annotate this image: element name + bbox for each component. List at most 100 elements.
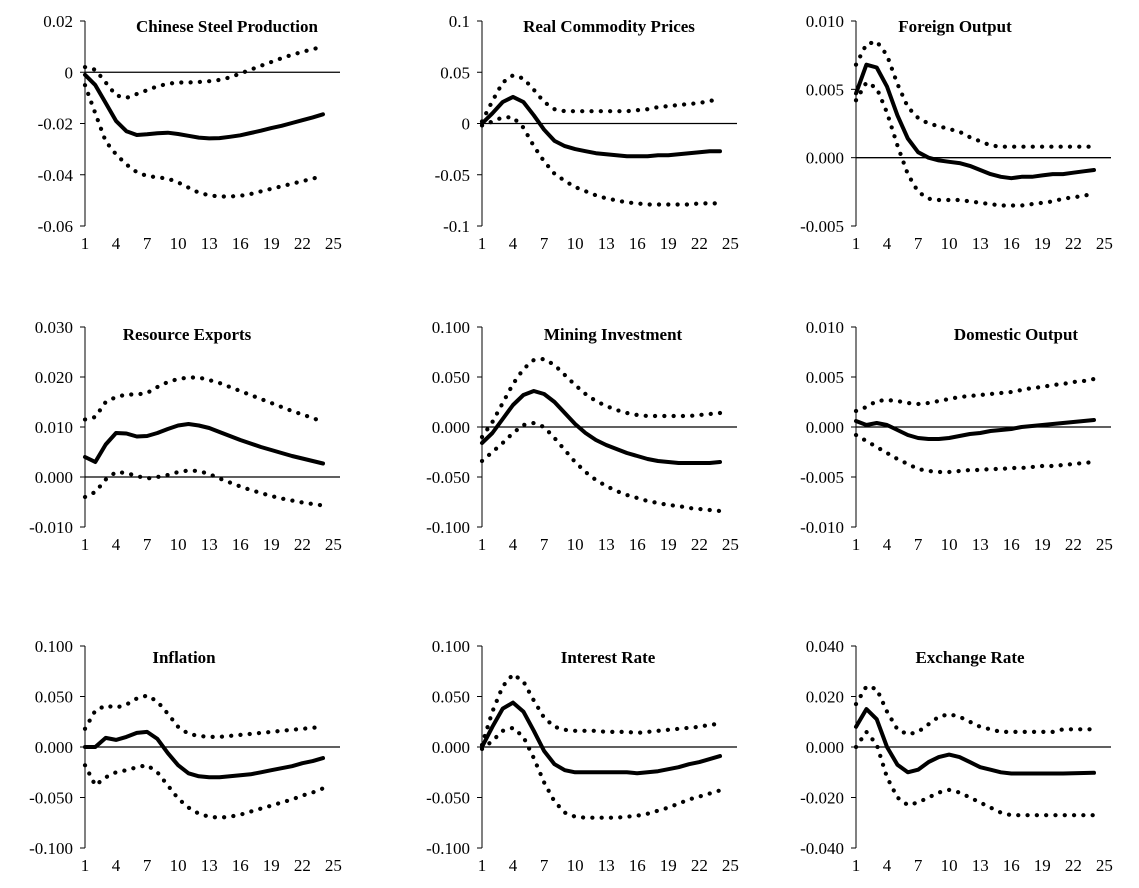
- series-lower-line: [82, 762, 326, 820]
- series-upper-line: [479, 671, 723, 748]
- x-tick-label: 4: [883, 535, 892, 554]
- series-estimate-line: [480, 389, 722, 465]
- y-tick-label: 0.02: [43, 12, 73, 31]
- panel-6: 0.010 0.005 0.000 -0.005 -0.010 1 4 7 10 13 16 19 22…: [800, 318, 1113, 554]
- panel-title: Resource Exports: [123, 325, 252, 344]
- y-tick-label: 0.010: [35, 418, 73, 437]
- x-tick-label: 4: [509, 535, 518, 554]
- y-tick-label: 0.1: [449, 12, 470, 31]
- x-tick-label: 7: [143, 535, 152, 554]
- series-lower-line: [479, 420, 723, 514]
- x-tick-label: 7: [914, 234, 923, 253]
- y-tick-label: 0.000: [806, 738, 844, 757]
- x-tick-label: 7: [540, 234, 549, 253]
- x-tick-label: 1: [852, 535, 861, 554]
- x-tick-label: 25: [325, 535, 342, 554]
- y-tick-label: -0.02: [38, 115, 73, 134]
- series-upper-line: [82, 693, 326, 740]
- x-tick-label: 13: [972, 856, 989, 875]
- y-tick-label: -0.010: [29, 518, 73, 537]
- y-tick-label: 0.050: [432, 688, 470, 707]
- series-estimate-line: [83, 422, 325, 466]
- y-tick-label: 0.010: [806, 12, 844, 31]
- panel-3: 0.010 0.005 0.000 -0.005 1 4 7 10 13 16 19 22 25 Fore…: [800, 12, 1113, 253]
- y-tick-label: 0.005: [806, 368, 844, 387]
- y-tick-label: 0.000: [806, 149, 844, 168]
- series-estimate-line: [480, 700, 722, 776]
- x-tick-label: 25: [1096, 535, 1113, 554]
- series-lower-line: [853, 79, 1097, 208]
- y-tick-label: 0.050: [35, 688, 73, 707]
- x-tick-label: 22: [294, 234, 311, 253]
- x-tick-label: 19: [263, 535, 280, 554]
- panel-title: Exchange Rate: [915, 648, 1025, 667]
- x-tick-label: 1: [478, 856, 487, 875]
- x-tick-label: 1: [478, 535, 487, 554]
- x-tick-label: 4: [509, 856, 518, 875]
- x-tick-label: 16: [629, 856, 646, 875]
- panel-4: 0.030 0.020 0.010 0.000 -0.010 1 4 7 10 13 16 19 22 2…: [29, 318, 342, 554]
- x-tick-label: 25: [1096, 856, 1113, 875]
- x-tick-label: 19: [263, 856, 280, 875]
- y-tick-label: -0.1: [443, 217, 470, 236]
- y-tick-label: 0.000: [432, 738, 470, 757]
- x-tick-label: 13: [598, 535, 615, 554]
- y-tick-label: 0.000: [35, 468, 73, 487]
- x-tick-label: 16: [629, 535, 646, 554]
- y-tick-label: 0.100: [432, 637, 470, 656]
- x-tick-label: 7: [143, 856, 152, 875]
- x-tick-label: 22: [1065, 856, 1082, 875]
- panel-9: 0.040 0.020 0.000 -0.020 -0.040 1 4 7 10 13 16 19 22…: [800, 637, 1113, 875]
- x-tick-label: 25: [325, 856, 342, 875]
- y-tick-label: 0.100: [35, 637, 73, 656]
- y-tick-label: 0.040: [806, 637, 844, 656]
- series-estimate-line: [854, 418, 1096, 441]
- series-upper-line: [853, 683, 1097, 737]
- x-tick-label: 22: [1065, 535, 1082, 554]
- y-tick-label: 0: [462, 115, 471, 134]
- x-tick-label: 16: [232, 234, 249, 253]
- x-tick-label: 7: [914, 856, 923, 875]
- x-tick-label: 13: [972, 535, 989, 554]
- series-upper-line: [853, 376, 1097, 414]
- x-tick-label: 22: [691, 856, 708, 875]
- x-tick-label: 22: [1065, 234, 1082, 253]
- y-tick-label: -0.050: [29, 789, 73, 808]
- x-tick-label: 25: [325, 234, 342, 253]
- panel-7: 0.100 0.050 0.000 -0.050 -0.100 1 4 7 10 13 16 19 22…: [29, 637, 342, 875]
- x-tick-label: 19: [660, 535, 677, 554]
- x-tick-label: 16: [1003, 535, 1020, 554]
- x-tick-label: 10: [941, 856, 958, 875]
- series-estimate-line: [854, 62, 1096, 181]
- x-tick-label: 13: [201, 856, 218, 875]
- x-tick-label: 19: [660, 234, 677, 253]
- panel-title: Interest Rate: [561, 648, 656, 667]
- y-tick-label: 0.000: [432, 418, 470, 437]
- x-tick-label: 7: [540, 856, 549, 875]
- series-lower-line: [853, 432, 1097, 475]
- y-tick-label: 0.100: [432, 318, 470, 337]
- y-tick-label: 0.050: [432, 368, 470, 387]
- series-lower-line: [853, 728, 1097, 818]
- x-tick-label: 10: [941, 234, 958, 253]
- x-tick-label: 1: [852, 856, 861, 875]
- x-tick-label: 16: [1003, 234, 1020, 253]
- series-lower-line: [479, 725, 723, 820]
- x-tick-label: 19: [1034, 234, 1051, 253]
- y-tick-label: 0.030: [35, 318, 73, 337]
- panel-title: Domestic Output: [954, 325, 1079, 344]
- x-tick-label: 10: [567, 856, 584, 875]
- x-tick-label: 4: [883, 856, 892, 875]
- panel-title: Mining Investment: [544, 325, 683, 344]
- x-tick-label: 16: [232, 856, 249, 875]
- x-tick-label: 1: [478, 234, 487, 253]
- panel-5: 0.100 0.050 0.000 -0.050 -0.100 1 4 7 10 13 16 19 22…: [426, 318, 739, 554]
- y-tick-label: -0.050: [426, 789, 470, 808]
- series-upper-line: [479, 356, 723, 440]
- x-tick-label: 10: [941, 535, 958, 554]
- y-tick-label: -0.010: [800, 518, 844, 537]
- y-tick-label: 0.000: [806, 418, 844, 437]
- y-tick-label: 0.010: [806, 318, 844, 337]
- x-tick-label: 10: [567, 535, 584, 554]
- y-tick-label: -0.100: [29, 839, 73, 858]
